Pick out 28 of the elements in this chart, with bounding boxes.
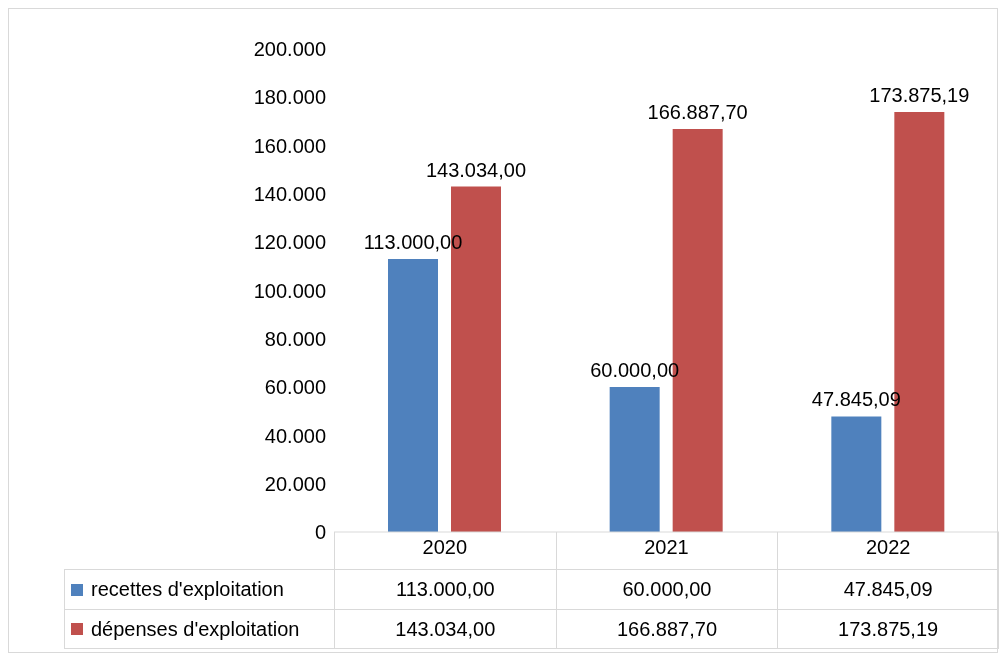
x-tick-label: 2022: [865, 536, 911, 559]
legend-label: recettes d'exploitation: [91, 578, 284, 601]
data-label: 60.000,00: [555, 570, 778, 609]
bar: [831, 416, 882, 532]
y-tick-label: 120.000: [253, 231, 326, 254]
text: 173.875,19: [869, 84, 970, 107]
text: 166.887,70: [647, 100, 748, 123]
text: 143.034,00: [425, 158, 527, 181]
y-tick-label: 140.000: [253, 183, 326, 205]
data-label: 143.034,00: [334, 610, 556, 648]
bar: [609, 387, 660, 532]
data-label: 166.887,70: [555, 610, 778, 648]
x-tick-label: 2020: [422, 536, 468, 559]
y-tick-label: 60.000: [264, 376, 326, 399]
legend-label: dépenses d'exploitation: [91, 617, 300, 641]
y-tick-label: 40.000: [264, 424, 326, 447]
bar: [388, 259, 438, 532]
y-tick-label: 180.000: [253, 86, 326, 109]
y-tick-label: 0: [314, 521, 326, 544]
y-tick-label: 80.000: [264, 327, 326, 350]
y-tick-label: 20.000: [264, 472, 326, 495]
data-label: 113.000,00: [334, 570, 556, 609]
data-label: 47.845,09: [777, 570, 999, 609]
y-tick-label: 100.000: [253, 279, 326, 302]
data-label: 173.875,19: [777, 610, 999, 648]
y-tick-label: 160.000: [253, 134, 326, 157]
y-tick-label: 200.000: [253, 38, 326, 61]
x-tick-label: 2021: [644, 536, 689, 559]
